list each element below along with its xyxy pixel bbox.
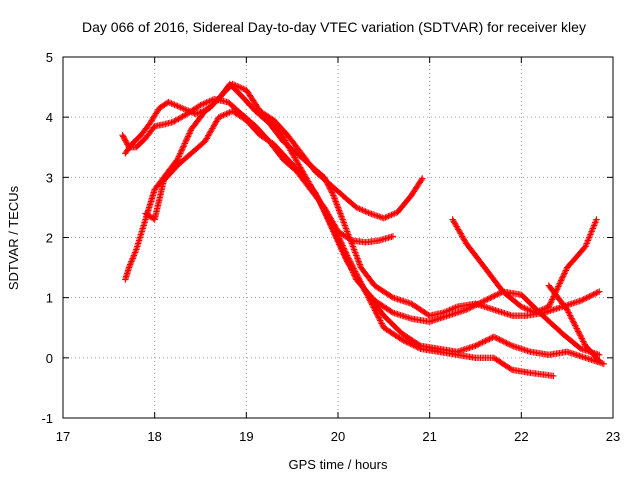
data-point-markers: [449, 216, 600, 316]
x-tick-label: 17: [56, 429, 70, 444]
y-tick-label: 2: [46, 231, 53, 246]
data-point-markers: [122, 80, 603, 319]
series-track-6: [316, 198, 557, 380]
series-track-7: [449, 216, 600, 316]
data-point-markers: [119, 95, 397, 246]
data-point-markers: [545, 282, 603, 364]
y-tick-label: 4: [46, 110, 53, 125]
series-track-2: [122, 80, 426, 222]
y-tick-label: 3: [46, 170, 53, 185]
x-tick-label: 19: [239, 429, 253, 444]
data-point-markers: [122, 80, 426, 222]
x-tick-label: 18: [147, 429, 161, 444]
y-tick-label: 1: [46, 291, 53, 306]
x-tick-label: 20: [331, 429, 345, 444]
series-track-4: [142, 108, 603, 358]
series-track-8: [545, 282, 603, 364]
data-layer: [119, 80, 607, 380]
series-track-1: [119, 95, 397, 246]
y-tick-label: -1: [41, 411, 53, 426]
data-point-markers: [316, 198, 557, 380]
plot-frame: [62, 56, 614, 419]
x-tick-label: 22: [514, 429, 528, 444]
x-tick-label: 23: [606, 429, 620, 444]
series-track-3: [122, 80, 603, 319]
chart-title: Day 066 of 2016, Sidereal Day-to-day VTE…: [82, 19, 586, 35]
y-axis-label: SDTVAR / TECUs: [6, 185, 21, 290]
x-axis-label: GPS time / hours: [289, 457, 388, 472]
y-tick-label: 0: [46, 351, 53, 366]
y-tick-label: 5: [46, 50, 53, 65]
data-point-markers: [142, 108, 603, 358]
x-tick-label: 21: [422, 429, 436, 444]
